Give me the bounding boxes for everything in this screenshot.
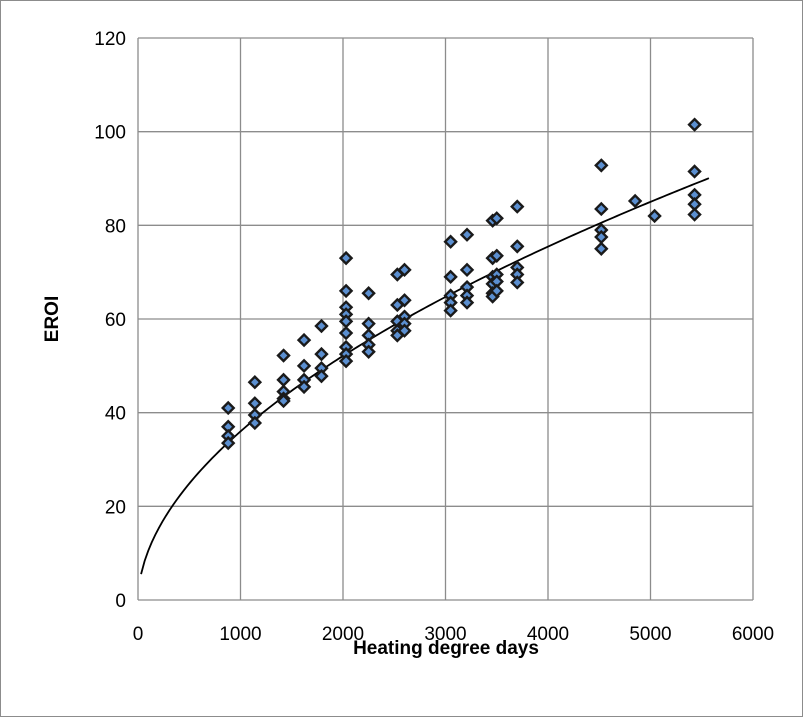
data-point	[247, 375, 263, 390]
y-tick-label: 80	[105, 216, 126, 237]
data-point	[510, 239, 525, 254]
data-point	[296, 358, 312, 374]
x-tick-label: 6000	[732, 624, 774, 645]
data-point	[247, 396, 263, 411]
data-point	[687, 164, 702, 179]
data-point	[397, 293, 412, 308]
data-point	[594, 241, 609, 256]
data-point	[687, 207, 702, 222]
y-tick-label: 120	[94, 29, 126, 50]
data-point	[296, 332, 312, 348]
x-tick-label: 0	[133, 624, 144, 645]
data-point	[443, 303, 458, 318]
data-point	[338, 325, 354, 341]
trendline	[140, 177, 710, 575]
y-tick-label: 100	[94, 123, 126, 144]
data-point	[397, 262, 412, 278]
data-point	[361, 286, 376, 301]
data-point	[489, 248, 504, 263]
data-point	[627, 193, 643, 209]
data-point	[459, 262, 475, 278]
x-axis-title: Heating degree days	[353, 638, 539, 659]
data-point	[459, 227, 475, 242]
grid-lines	[137, 37, 754, 601]
y-tick-label: 20	[105, 497, 126, 518]
y-tick-label: 0	[115, 591, 126, 612]
trendline-layer	[140, 177, 710, 575]
data-points	[221, 117, 702, 451]
x-tick-label: 2000	[322, 624, 364, 645]
data-point	[361, 344, 376, 359]
data-point	[338, 353, 354, 369]
data-point	[594, 201, 609, 217]
data-point	[443, 234, 458, 249]
data-point	[489, 283, 504, 299]
data-point	[276, 393, 291, 409]
data-point	[276, 372, 291, 388]
data-point	[221, 435, 236, 451]
tick-labels: 0 1000 2000 3000 4000 5000 6000 0 20 40 60 80 100 120	[94, 29, 774, 645]
data-point	[647, 208, 662, 224]
data-point	[459, 295, 475, 310]
data-point	[314, 346, 329, 362]
x-tick-label: 4000	[527, 624, 569, 645]
data-point	[276, 348, 291, 363]
data-point	[296, 379, 312, 395]
data-point	[221, 400, 236, 416]
data-point	[338, 283, 354, 299]
data-point	[247, 415, 263, 431]
y-tick-label: 40	[105, 404, 126, 425]
y-axis-title: EROI	[42, 296, 63, 342]
data-point	[314, 368, 329, 384]
data-point	[338, 250, 354, 266]
data-point	[510, 275, 525, 290]
data-point	[314, 318, 329, 334]
x-tick-label: 5000	[629, 624, 671, 645]
data-point	[510, 199, 525, 214]
data-point	[687, 117, 702, 132]
x-tick-label: 1000	[219, 624, 261, 645]
data-point	[489, 211, 504, 226]
data-point	[397, 323, 412, 338]
data-point	[443, 269, 458, 285]
data-point	[594, 158, 609, 173]
x-tick-label: 3000	[424, 624, 466, 645]
data-point	[361, 316, 376, 331]
y-tick-label: 60	[105, 310, 126, 331]
